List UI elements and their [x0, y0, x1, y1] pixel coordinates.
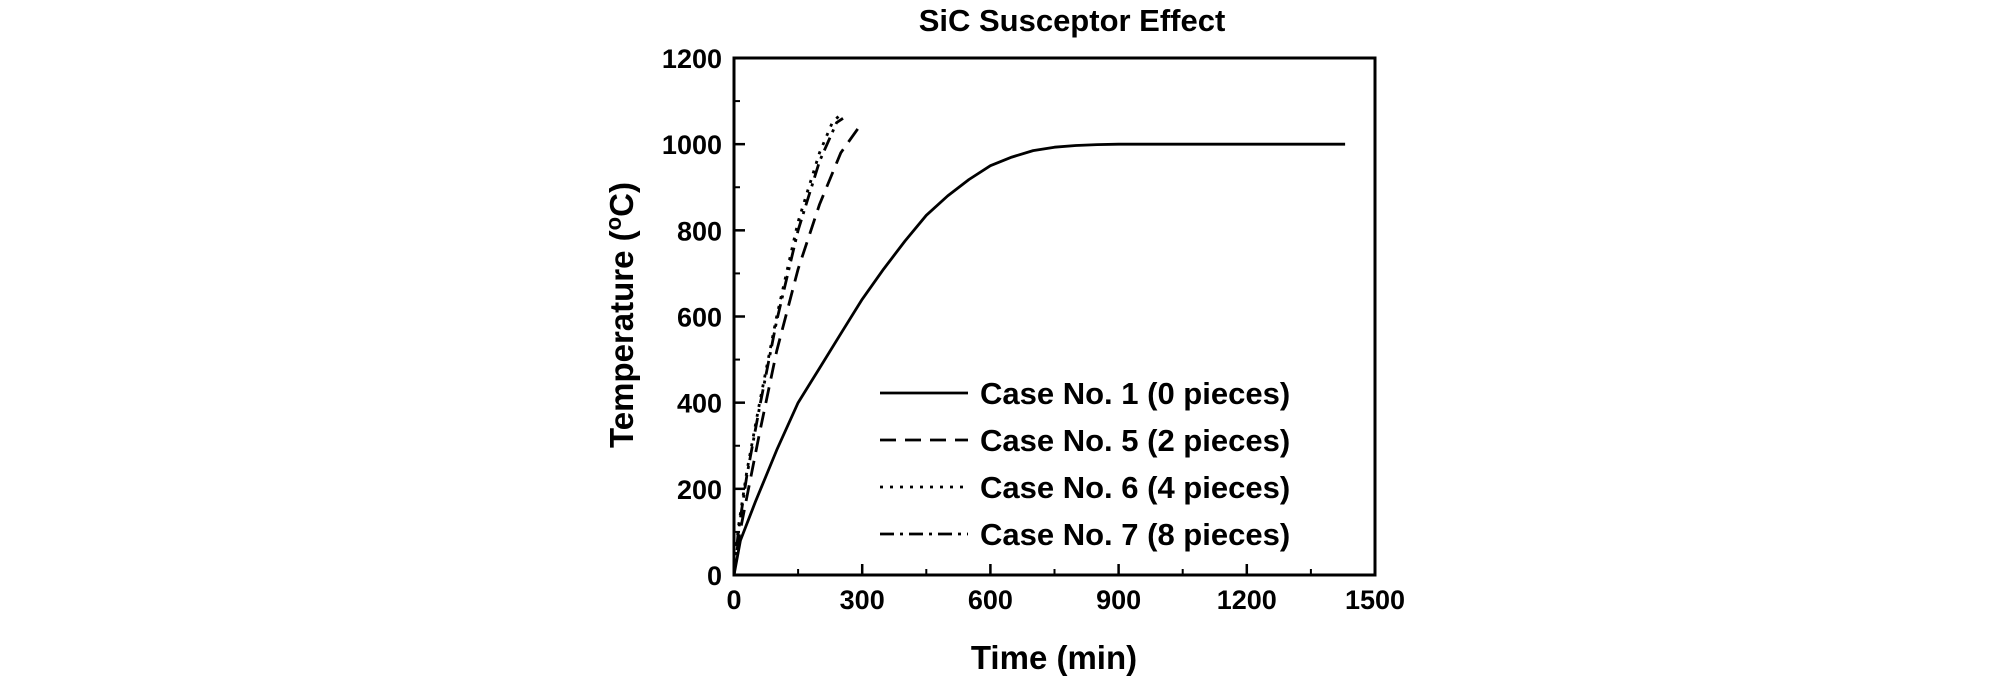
x-tick-label: 1200 — [1217, 585, 1277, 615]
series-line-1 — [732, 142, 1346, 576]
x-axis-label: Time (min) — [971, 639, 1137, 676]
x-tick-label: 900 — [1096, 585, 1141, 615]
y-axis-label-degree: o — [601, 217, 626, 230]
y-tick-label: 800 — [677, 216, 722, 246]
legend-label-2: Case No. 5 (2 pieces) — [980, 423, 1290, 458]
legend-label-1: Case No. 1 (0 pieces) — [980, 376, 1290, 411]
y-axis-ticks: 0 200 400 600 800 1000 1200 — [662, 44, 745, 591]
y-tick-label: 1200 — [662, 44, 722, 74]
y-tick-label: 1000 — [662, 130, 722, 160]
series-line-4 — [732, 117, 844, 576]
y-axis-label: Temperature (oC) — [601, 182, 640, 448]
x-tick-label: 600 — [968, 585, 1013, 615]
y-tick-label: 600 — [677, 303, 722, 333]
y-axis-label-main: Temperature ( — [603, 230, 640, 448]
x-axis-ticks: 0 300 600 900 1200 1500 — [726, 564, 1405, 615]
x-tick-label: 1500 — [1345, 585, 1405, 615]
x-tick-label: 300 — [840, 585, 885, 615]
y-tick-label: 200 — [677, 475, 722, 505]
legend: Case No. 1 (0 pieces) Case No. 5 (2 piece… — [880, 376, 1290, 552]
y-axis-label-unit: C) — [603, 182, 640, 217]
series-line-2 — [732, 121, 864, 576]
legend-label-4: Case No. 7 (8 pieces) — [980, 517, 1290, 552]
x-tick-label: 0 — [726, 585, 741, 615]
chart-title: SiC Susceptor Effect — [919, 3, 1226, 38]
series-line-3 — [732, 115, 840, 576]
series-layer — [732, 115, 1346, 576]
y-tick-label: 0 — [707, 561, 722, 591]
legend-label-3: Case No. 6 (4 pieces) — [980, 470, 1290, 505]
y-tick-label: 400 — [677, 389, 722, 419]
